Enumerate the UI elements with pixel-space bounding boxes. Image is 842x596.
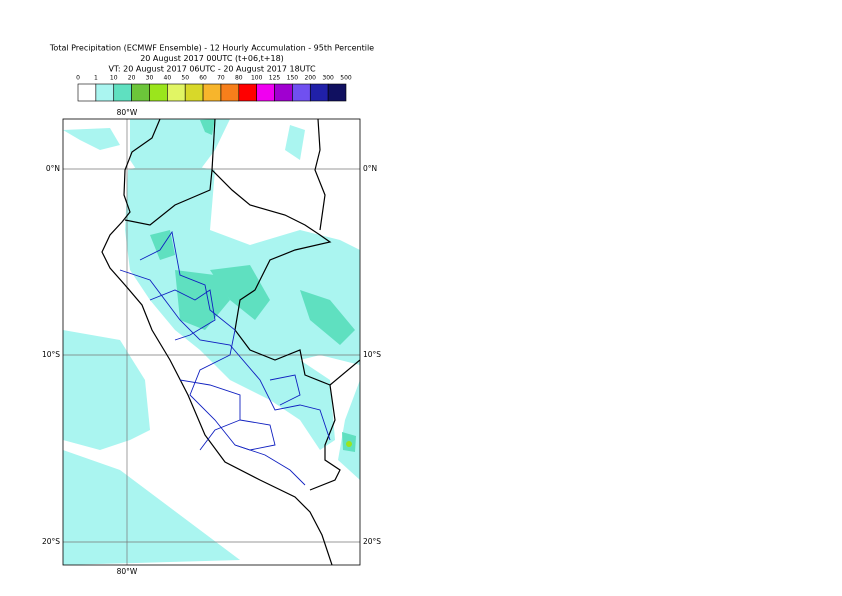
- legend-swatch: [149, 83, 168, 102]
- legend-swatch: [327, 83, 347, 102]
- legend-swatch: [202, 83, 222, 102]
- legend-label: 10: [110, 75, 118, 82]
- lon-label: 80°W: [117, 567, 138, 576]
- legend-label: 125: [269, 75, 281, 82]
- legend: 0 1 10 20 30 40 50 60 70 80 100 125 150 200 300 500: [76, 75, 352, 102]
- regional-borders: [119, 230, 331, 486]
- coastline-and-borders: [101, 119, 360, 565]
- legend-swatch: [274, 83, 293, 102]
- legend-label: 100: [251, 75, 263, 82]
- lat-label: 10°S: [363, 350, 381, 359]
- legend-label: 80: [235, 75, 243, 82]
- legend-swatch: [256, 83, 275, 102]
- legend-swatch: [220, 83, 240, 102]
- valid-time: VT: 20 August 2017 06UTC - 20 August 201…: [108, 65, 316, 74]
- legend-swatch: [77, 83, 97, 102]
- legend-label: 30: [146, 75, 154, 82]
- legend-label: 60: [199, 75, 207, 82]
- legend-swatch: [131, 83, 150, 102]
- legend-label: 40: [164, 75, 172, 82]
- legend-swatch: [95, 83, 115, 102]
- legend-swatch: [238, 83, 257, 102]
- legend-label: 20: [128, 75, 136, 82]
- legend-label: 50: [181, 75, 189, 82]
- legend-swatch: [292, 83, 311, 102]
- legend-label: 0: [76, 75, 80, 82]
- subtitle: 20 August 2017 00UTC (t+06,t+18): [140, 54, 284, 63]
- legend-label: 70: [217, 75, 225, 82]
- lat-label: 20°S: [42, 537, 60, 546]
- legend-label: 500: [340, 75, 352, 82]
- title-block: Total Precipitation (ECMWF Ensemble) - 1…: [49, 44, 374, 74]
- legend-label: 150: [287, 75, 299, 82]
- legend-label: 200: [305, 75, 317, 82]
- lon-label: 80°W: [117, 108, 138, 117]
- map-frame: [62, 118, 361, 566]
- lat-label: 10°S: [42, 350, 60, 359]
- lat-label: 0°N: [46, 164, 60, 173]
- legend-label: 300: [322, 75, 334, 82]
- precip-areas: [63, 119, 360, 565]
- legend-label: 1: [94, 75, 98, 82]
- legend-swatch: [113, 83, 132, 102]
- map: [63, 119, 360, 565]
- title: Total Precipitation (ECMWF Ensemble) - 1…: [49, 44, 374, 53]
- lat-label: 20°S: [363, 537, 381, 546]
- lat-label: 0°N: [363, 164, 377, 173]
- legend-swatch: [184, 83, 204, 102]
- legend-swatch: [167, 83, 186, 102]
- legend-swatch: [309, 83, 329, 102]
